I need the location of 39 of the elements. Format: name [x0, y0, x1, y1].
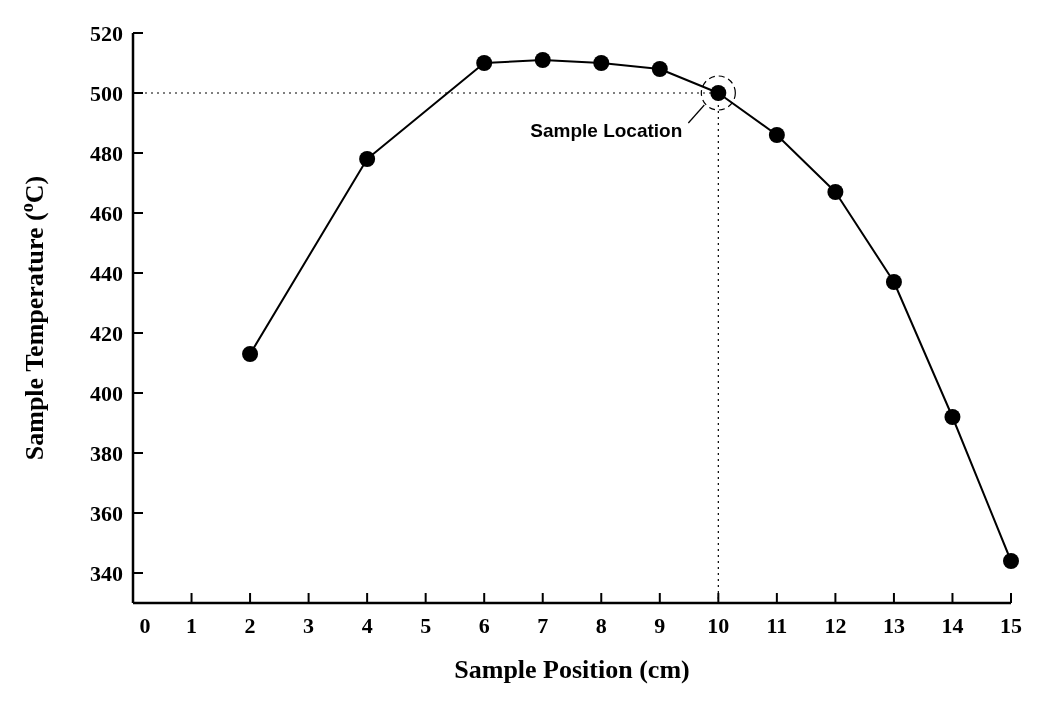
point — [476, 55, 493, 71]
x-tick-label: 13 — [882, 613, 905, 638]
y-tick-label: 400 — [90, 380, 123, 406]
point — [534, 52, 551, 68]
y-tick-label: 360 — [90, 500, 123, 526]
y-tick-label: 520 — [90, 20, 123, 46]
x-tick-label: 6 — [478, 613, 490, 638]
x-axis-title: Sample Position (cm) — [454, 655, 690, 684]
x-tick-label: 10 — [707, 613, 730, 638]
x-tick-label: 12 — [824, 613, 847, 638]
y-tick-label: 420 — [90, 320, 123, 346]
x-tick-label: 15 — [1000, 613, 1022, 638]
x-tick-label: 7 — [537, 613, 549, 638]
x-tick-label: 1 — [186, 613, 198, 638]
x-tick-label: 0 — [139, 613, 151, 638]
x-tick-label: 5 — [420, 613, 432, 638]
point — [651, 61, 668, 77]
x-tick-label: 11 — [766, 613, 788, 638]
x-tick-label: 2 — [244, 613, 256, 638]
x-tick-label: 3 — [303, 613, 315, 638]
annotation: Sample Location — [530, 120, 683, 141]
y-tick-label: 500 — [90, 80, 123, 106]
point — [768, 127, 785, 143]
y-tick-label: 340 — [90, 560, 123, 586]
point — [827, 184, 844, 200]
x-tick-label: 4 — [361, 613, 373, 638]
point — [359, 151, 376, 167]
y-tick-label: 440 — [90, 260, 123, 286]
x-tick-label: 9 — [654, 613, 666, 638]
point — [944, 409, 961, 425]
point — [242, 346, 259, 362]
x-tick-label: 14 — [941, 613, 964, 638]
y-tick-label: 480 — [90, 140, 123, 166]
y-tick-label: 460 — [90, 200, 123, 226]
y-tick-label: 380 — [90, 440, 123, 466]
point — [1003, 553, 1019, 569]
x-tick-label: 8 — [595, 613, 607, 638]
point — [593, 55, 610, 71]
point — [885, 274, 902, 290]
